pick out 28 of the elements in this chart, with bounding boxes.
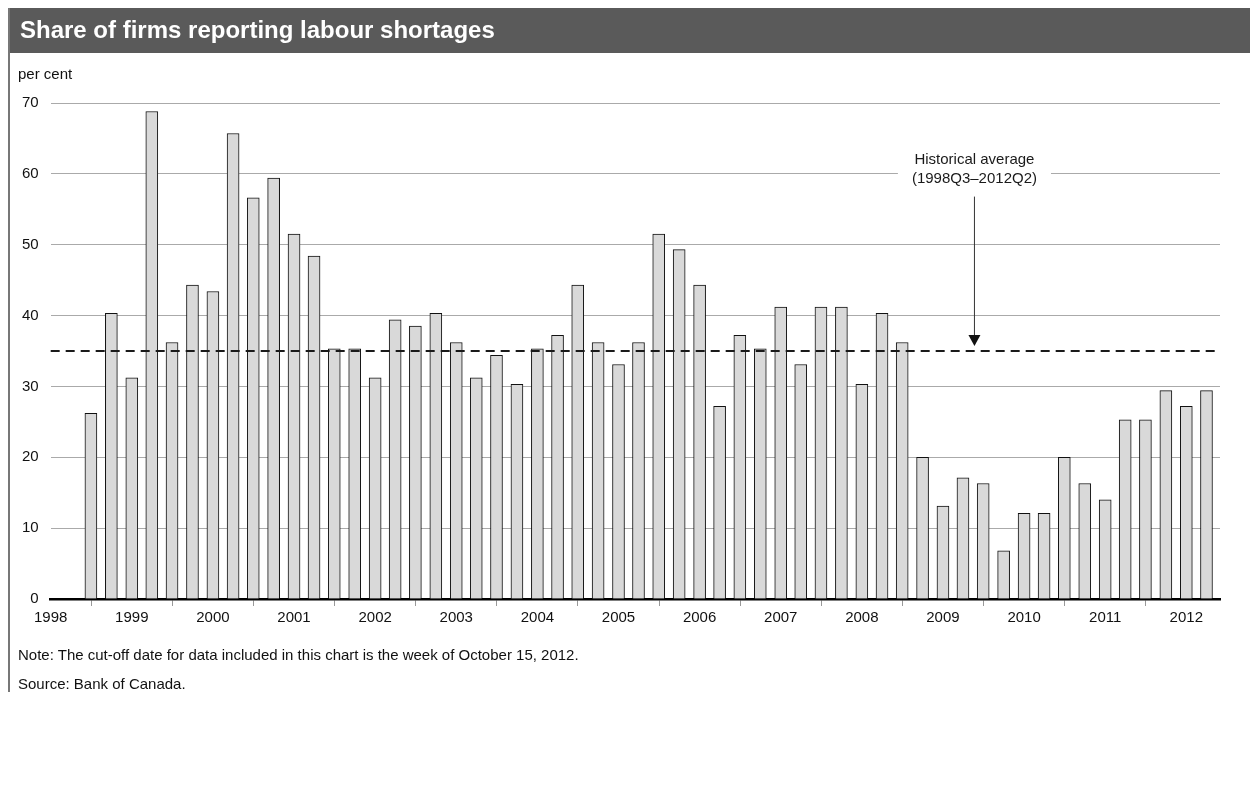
text: Note: The cut-off date for data included in this chart is the week of October 15, 2012. [17, 645, 580, 663]
y-tick-label: 70 [22, 93, 39, 111]
x-tick-label: 2001 [277, 608, 311, 626]
chart-title: Share of firms reporting labour shortages [10, 8, 1250, 53]
y-tick-label: 60 [22, 164, 39, 181]
x-tick-label: 1999 [115, 608, 149, 626]
y-tick-label: 10 [22, 518, 39, 536]
y-tick-label: 30 [22, 376, 39, 394]
x-tick-label: 2003 [439, 608, 473, 626]
y-tick-label: 20 [22, 447, 39, 465]
source-note: Source: Bank of Canada. [17, 674, 187, 692]
ref-line-label: Historical average (1998Q3–2012Q2) [911, 150, 1037, 187]
x-tick-label: 2010 [1007, 608, 1041, 626]
x-tick-label: 1998 [34, 608, 68, 626]
y-axis-title: per cent [17, 64, 74, 82]
x-tick-label: 2008 [845, 608, 879, 626]
x-tick-label: 2004 [520, 608, 555, 626]
x-tick-label: 2000 [196, 608, 230, 626]
y-tick-label: 40 [22, 305, 39, 323]
y-tick-label: 0 [30, 589, 39, 607]
x-tick-label: 2009 [926, 608, 960, 626]
x-tick-label: 2005 [601, 608, 636, 626]
x-tick-label: 2011 [1089, 608, 1122, 626]
x-tick-label: 2006 [682, 608, 717, 626]
x-tick-label: 2007 [764, 608, 798, 626]
x-tick-label: 2002 [358, 608, 392, 626]
y-tick-label: 50 [22, 234, 39, 252]
x-tick-label: 2012 [1169, 608, 1203, 626]
